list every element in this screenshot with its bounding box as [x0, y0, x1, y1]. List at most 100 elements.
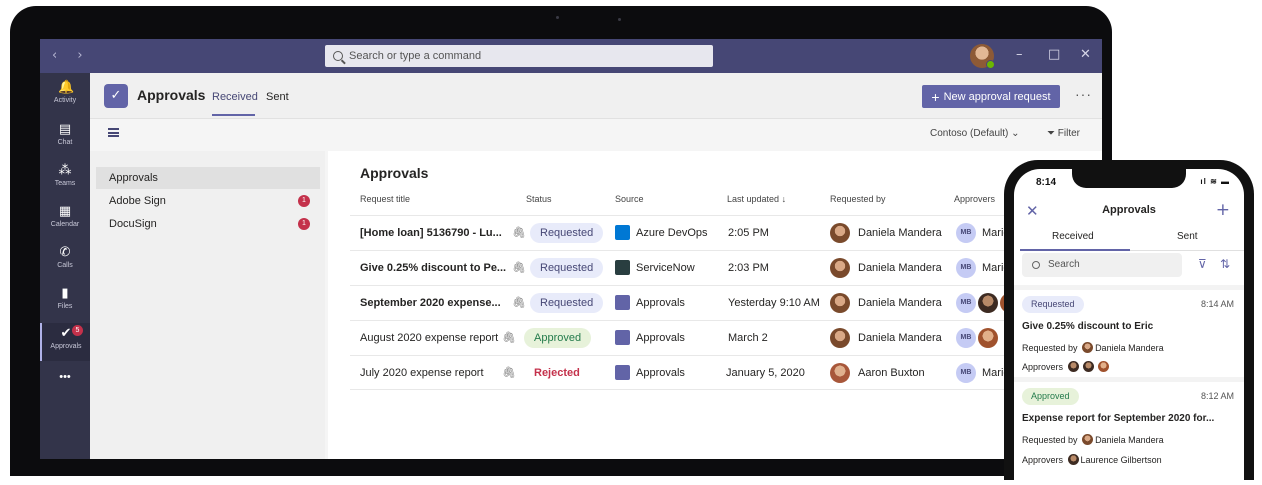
- rail-item-chat[interactable]: ▤ Chat: [40, 123, 90, 147]
- active-tab-indicator: [212, 114, 255, 116]
- sort-icon[interactable]: ⇅: [1220, 257, 1231, 271]
- back-forward-arrows[interactable]: ‹ ›: [52, 48, 91, 63]
- rail-item-approvals[interactable]: ✔ 5 Approvals: [40, 323, 90, 361]
- status-badge: Requested: [530, 223, 604, 243]
- last-updated: 2:05 PM: [728, 227, 769, 239]
- status-badge: Requested: [530, 258, 604, 278]
- requester-avatar: [830, 258, 850, 278]
- last-updated: January 5, 2020: [726, 367, 805, 379]
- title-bar: ‹ › Search or type a command – □ ✕: [40, 39, 1102, 73]
- azure-devops-icon: [615, 225, 630, 240]
- presence-available-icon: [986, 60, 995, 69]
- card-title: Expense report for September 2020 for...: [1022, 413, 1215, 424]
- status-badge: Approved: [1022, 388, 1079, 405]
- col-last-updated[interactable]: Last updated ↓: [727, 194, 786, 204]
- table-row[interactable]: September 2020 expense... 🖇 Requested Ap…: [350, 285, 1102, 320]
- org-selector[interactable]: Contoso (Default) ⌄: [930, 128, 1020, 139]
- provider-item-adobe-sign[interactable]: Adobe Sign 1: [96, 190, 320, 212]
- notification-badge: 1: [298, 195, 310, 207]
- rail-item-calendar[interactable]: ▦ Calendar: [40, 205, 90, 229]
- request-title: July 2020 expense report: [360, 367, 484, 379]
- rail-item-activity[interactable]: 🔔 Activity: [40, 81, 90, 105]
- approver-avatar: [1067, 361, 1079, 372]
- rail-label: Approvals: [50, 343, 82, 350]
- close-icon[interactable]: ✕: [1026, 202, 1039, 220]
- table-row[interactable]: August 2020 expense report 🖇 Approved Ap…: [350, 320, 1102, 355]
- attachment-icon: 🖇: [502, 331, 516, 344]
- last-updated: 2:03 PM: [728, 262, 769, 274]
- phone-screen: 8:14 ıl ≋ ▬ ✕ Approvals + Received Sent …: [1014, 169, 1244, 480]
- camera-dot: [556, 16, 559, 19]
- teams-icon: ⁂: [58, 163, 72, 178]
- approver-avatar: [1067, 454, 1079, 465]
- provider-item-docusign[interactable]: DocuSign 1: [96, 213, 320, 235]
- phone-approval-card[interactable]: Approved 8:12 AM Expense report for Sept…: [1014, 377, 1244, 480]
- status-badge: Approved: [524, 328, 592, 348]
- source-name: Approvals: [636, 367, 685, 379]
- attachment-icon: 🖇: [512, 261, 526, 274]
- approvals-count-badge: 5: [72, 325, 83, 336]
- phone-search-placeholder: Search: [1048, 259, 1080, 270]
- table-row[interactable]: [Home loan] 5136790 - Lu... 🖇 Requested …: [350, 215, 1102, 250]
- tab-received[interactable]: Received: [212, 91, 258, 103]
- requester-name: Aaron Buxton: [858, 367, 925, 379]
- close-window-button[interactable]: ✕: [1080, 47, 1091, 62]
- phone-tab-sent[interactable]: Sent: [1177, 231, 1198, 242]
- approvals-table: Approvals Request title Status Source La…: [328, 151, 1102, 459]
- user-avatar[interactable]: [970, 44, 995, 69]
- col-approvers[interactable]: Approvers: [954, 194, 996, 204]
- filter-icon[interactable]: ⊽: [1198, 257, 1207, 271]
- approver-avatar: [1097, 361, 1109, 372]
- approvals-source-icon: [615, 295, 630, 310]
- provider-label: Adobe Sign: [109, 195, 166, 207]
- app-title: Approvals: [137, 87, 206, 103]
- search-icon: [333, 51, 343, 61]
- sensor-dot: [618, 18, 621, 21]
- col-source[interactable]: Source: [615, 194, 644, 204]
- more-options-button[interactable]: ···: [1075, 86, 1092, 102]
- rail-more-button[interactable]: •••: [59, 371, 71, 383]
- requester-avatar: [830, 328, 850, 348]
- requester-name: Daniela Mandera: [858, 297, 942, 309]
- hamburger-menu-icon[interactable]: [108, 128, 119, 137]
- request-title: [Home loan] 5136790 - Lu...: [360, 227, 502, 239]
- col-status[interactable]: Status: [526, 194, 552, 204]
- add-icon[interactable]: +: [1215, 200, 1230, 220]
- filter-button[interactable]: ⏷ Filter: [1047, 128, 1080, 139]
- phone-tab-received[interactable]: Received: [1052, 231, 1094, 242]
- new-approval-request-button[interactable]: + New approval request: [922, 85, 1060, 108]
- approver-avatar: [978, 328, 998, 348]
- approvals-app-icon: ✓: [104, 84, 128, 108]
- col-requested-by[interactable]: Requested by: [830, 194, 886, 204]
- col-request-title[interactable]: Request title: [360, 194, 411, 204]
- attachment-icon: 🖇: [512, 226, 526, 239]
- tab-sent[interactable]: Sent: [266, 91, 289, 103]
- rail-item-teams[interactable]: ⁂ Teams: [40, 163, 90, 188]
- status-badge: Requested: [1022, 296, 1084, 313]
- maximize-button[interactable]: □: [1048, 47, 1061, 62]
- approvers-line: Approvers Laurence Gilbertson: [1022, 454, 1162, 465]
- phone-search-input[interactable]: Search: [1022, 253, 1182, 277]
- approver-avatar: MB: [956, 293, 976, 313]
- card-time: 8:14 AM: [1200, 299, 1234, 309]
- chevron-down-icon: ⌄: [1011, 128, 1020, 139]
- table-row[interactable]: Give 0.25% discount to Pe... 🖇 Requested…: [350, 250, 1102, 285]
- phone-approval-card[interactable]: Requested 8:14 AM Give 0.25% discount to…: [1014, 285, 1244, 377]
- rail-item-files[interactable]: ▮ Files: [40, 287, 90, 311]
- search-icon: [1032, 261, 1040, 269]
- phone-icon: ✆: [59, 245, 71, 260]
- provider-list: Approvals Adobe Sign 1 DocuSign 1: [90, 151, 325, 459]
- rail-label: Activity: [53, 97, 77, 104]
- provider-item-approvals[interactable]: Approvals: [96, 167, 320, 189]
- servicenow-icon: [615, 260, 630, 275]
- command-search-bar[interactable]: Search or type a command: [325, 45, 713, 67]
- search-placeholder: Search or type a command: [349, 50, 482, 62]
- approver-avatar: [1082, 361, 1094, 372]
- rail-item-calls[interactable]: ✆ Calls: [40, 245, 90, 270]
- table-row[interactable]: July 2020 expense report 🖇 Rejected Appr…: [350, 355, 1102, 390]
- minimize-button[interactable]: –: [1016, 47, 1023, 62]
- approver-avatar: MB: [956, 328, 976, 348]
- filter-label: Filter: [1057, 128, 1081, 139]
- card-time: 8:12 AM: [1200, 391, 1234, 401]
